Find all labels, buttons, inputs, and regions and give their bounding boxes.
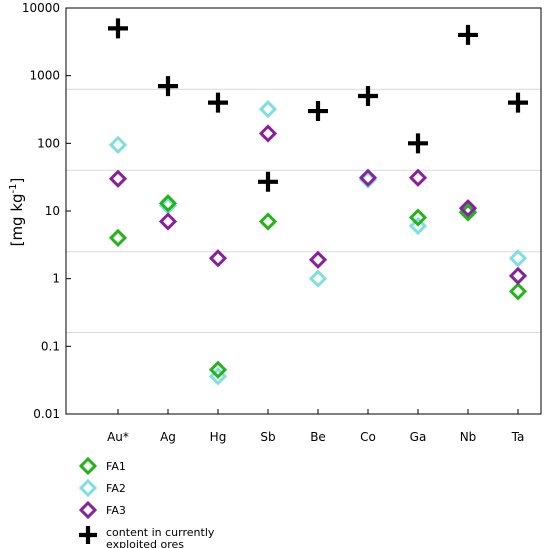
point-content-hg xyxy=(208,92,228,113)
x-tick-label-7: Nb xyxy=(460,430,477,444)
legend-label-ores-line-0: content in currently xyxy=(106,526,215,539)
point-fa3-co xyxy=(358,168,378,187)
legend-label-fa3: FA3 xyxy=(106,504,126,517)
legend-label-fa1: FA1 xyxy=(106,460,126,473)
point-content-be xyxy=(308,101,328,122)
point-fa2-be xyxy=(308,269,328,288)
point-fa1-sb xyxy=(258,212,278,231)
grid-lines xyxy=(66,88,541,334)
x-axis-ticks: Au* Ag Hg Sb Be Co Ga Nb Ta xyxy=(107,409,524,444)
point-fa1-ga xyxy=(408,208,428,227)
point-content-co xyxy=(358,86,378,107)
point-fa2-sb xyxy=(258,100,278,119)
y-tick-label-6: 10000 xyxy=(22,1,60,15)
point-content-au xyxy=(108,18,128,39)
point-content-nb xyxy=(458,24,478,45)
y-tick-label-4: 100 xyxy=(37,136,60,150)
x-tick-label-8: Ta xyxy=(511,430,525,444)
point-fa3-hg xyxy=(208,249,228,268)
point-content-sb xyxy=(258,171,278,192)
data-points xyxy=(108,18,528,386)
legend-label-fa2: FA2 xyxy=(106,482,126,495)
y-axis-label: [mg kg-1] xyxy=(8,178,26,247)
x-tick-label-1: Ag xyxy=(160,430,176,444)
y-tick-label-1: 0.1 xyxy=(41,339,60,353)
x-tick-label-2: Hg xyxy=(210,430,227,444)
point-fa1-au xyxy=(108,228,128,248)
x-tick-label-6: Ga xyxy=(410,430,427,444)
point-fa2-au xyxy=(108,135,128,154)
plot-frame xyxy=(65,7,542,415)
point-fa1-ag xyxy=(158,194,178,213)
x-tick-label-3: Sb xyxy=(260,430,275,444)
point-fa3-au xyxy=(108,169,128,188)
point-content-ta xyxy=(508,92,528,113)
y-tick-label-2: 1 xyxy=(52,272,60,286)
point-fa1-hg xyxy=(208,360,228,379)
point-fa2-ga xyxy=(408,216,428,236)
point-fa1-ta xyxy=(508,282,528,301)
point-fa3-ta xyxy=(508,266,528,285)
point-fa3-be xyxy=(308,250,328,269)
point-fa3-ga xyxy=(408,168,428,187)
legend-marker-fa2 xyxy=(78,478,98,498)
legend-marker-fa3 xyxy=(78,500,98,520)
x-tick-label-0: Au* xyxy=(107,430,129,444)
point-content-ga xyxy=(408,133,428,154)
point-fa3-nb xyxy=(458,199,478,218)
x-tick-label-5: Co xyxy=(360,430,376,444)
point-fa3-sb xyxy=(258,124,278,143)
legend-label-ores-line-1: exploited ores xyxy=(106,538,184,548)
legend-marker-ores xyxy=(79,526,97,544)
y-tick-label-5: 1000 xyxy=(29,69,60,83)
point-content-ag xyxy=(158,76,178,97)
y-tick-label-0: 0.01 xyxy=(33,407,60,421)
plot-border xyxy=(65,7,542,415)
legend-marker-fa1 xyxy=(78,456,98,476)
x-tick-label-4: Be xyxy=(310,430,326,444)
point-fa2-ta xyxy=(508,249,528,268)
point-fa3-ag xyxy=(158,212,178,231)
y-tick-label-3: 10 xyxy=(45,204,60,218)
y-axis-ticks: 0.01 0.1 1 10 100 1000 10000 xyxy=(22,1,71,421)
